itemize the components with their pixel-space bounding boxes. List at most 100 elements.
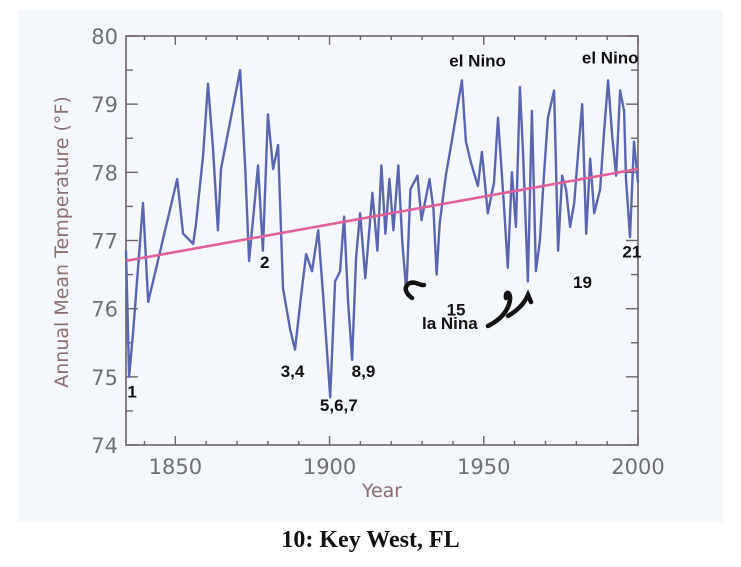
data-point — [220, 168, 222, 170]
ticks: 1850 1900 1950 2000 74 75 76 77 78 79 80 — [91, 25, 664, 479]
x-tick-label: 1900 — [303, 455, 356, 479]
annotation-label: 21 — [622, 243, 641, 262]
data-point — [450, 140, 453, 143]
annotation-label: el Nino — [449, 52, 506, 71]
data-point — [347, 300, 349, 303]
data-point — [299, 304, 301, 307]
data-point — [329, 396, 332, 399]
data-point — [625, 178, 627, 181]
data-point — [359, 212, 362, 215]
data-point — [125, 249, 127, 252]
data-point — [262, 249, 264, 252]
data-point — [506, 266, 509, 269]
data-point — [207, 82, 209, 85]
data-point — [486, 212, 489, 215]
data-point — [514, 225, 517, 228]
plot-panel — [18, 10, 723, 522]
data-point — [637, 181, 639, 184]
data-point — [460, 79, 463, 82]
data-point — [432, 208, 435, 211]
data-point — [589, 157, 592, 160]
data-point — [266, 113, 269, 116]
data-point — [132, 331, 134, 334]
data-point — [311, 270, 313, 273]
y-tick-label: 77 — [91, 230, 118, 254]
data-point — [212, 147, 214, 150]
data-point — [272, 168, 275, 170]
axes — [125, 35, 639, 446]
data-point — [334, 280, 337, 283]
data-point — [142, 202, 144, 204]
data-point — [147, 300, 150, 303]
data-point — [611, 133, 613, 136]
data-point — [322, 294, 324, 296]
data-point — [603, 130, 605, 133]
data-point — [376, 249, 379, 252]
data-point — [364, 277, 367, 279]
data-point — [343, 215, 345, 218]
data-point — [469, 161, 472, 164]
annotation-label: 19 — [573, 273, 592, 292]
data-point — [217, 229, 219, 232]
data-point — [339, 270, 341, 273]
la-nina-arrow-right — [485, 289, 534, 329]
la-nina-arrow-left — [403, 280, 427, 301]
annotation-label: el Nino — [582, 48, 639, 67]
data-point — [543, 174, 545, 177]
y-tick-label: 75 — [91, 366, 118, 390]
data-point — [371, 191, 374, 194]
data-point — [493, 181, 495, 184]
annotation-label: 1 — [127, 382, 136, 401]
y-tick-label: 79 — [91, 93, 118, 117]
data-point — [502, 202, 505, 204]
data-point — [530, 110, 533, 112]
hand-drawn-arrows — [403, 280, 534, 329]
annotation-label: 3,4 — [281, 362, 305, 381]
annotation-label: 15 — [447, 300, 466, 319]
data-point — [464, 140, 467, 143]
annotation-label: 2 — [260, 253, 269, 272]
data-point — [581, 103, 584, 106]
data-point — [547, 116, 549, 119]
data-point — [244, 164, 246, 167]
temperature-line — [124, 68, 640, 399]
data-point — [633, 140, 635, 143]
y-tick-label: 80 — [91, 25, 118, 49]
data-point — [565, 188, 568, 191]
data-point — [623, 110, 626, 112]
data-point — [607, 79, 609, 82]
data-point — [456, 103, 459, 106]
data-point — [380, 164, 383, 167]
data-point — [289, 328, 291, 331]
data-point — [420, 219, 423, 221]
y-axis-title: Annual Mean Temperature (°F) — [51, 96, 73, 388]
figure-caption: 10: Key West, FL — [281, 527, 460, 553]
data-point — [573, 202, 576, 204]
labels-layer: Year Annual Mean Temperature (°F) — [51, 96, 402, 502]
annotation-label: 5,6,7 — [320, 396, 358, 415]
x-tick-label: 1950 — [457, 455, 510, 479]
data-point — [599, 188, 601, 191]
data-point — [526, 280, 529, 283]
data-point — [257, 164, 259, 167]
data-point — [416, 174, 419, 177]
data-point — [593, 212, 596, 215]
data-point — [351, 358, 353, 361]
data-point — [277, 144, 279, 146]
x-tick-label: 2000 — [611, 455, 664, 479]
data-point — [254, 198, 256, 201]
data-point — [397, 164, 400, 167]
data-point — [294, 348, 296, 351]
data-point — [585, 232, 588, 235]
annotation-label: 8,9 — [352, 362, 376, 381]
data-point — [428, 178, 431, 181]
data-point — [577, 150, 580, 153]
data-point — [615, 174, 618, 177]
data-point — [619, 89, 622, 92]
data-point — [388, 178, 391, 181]
data-point — [553, 89, 556, 92]
data-point — [282, 287, 284, 290]
data-point — [435, 273, 438, 276]
data-point — [195, 222, 197, 225]
data-point — [384, 232, 387, 235]
